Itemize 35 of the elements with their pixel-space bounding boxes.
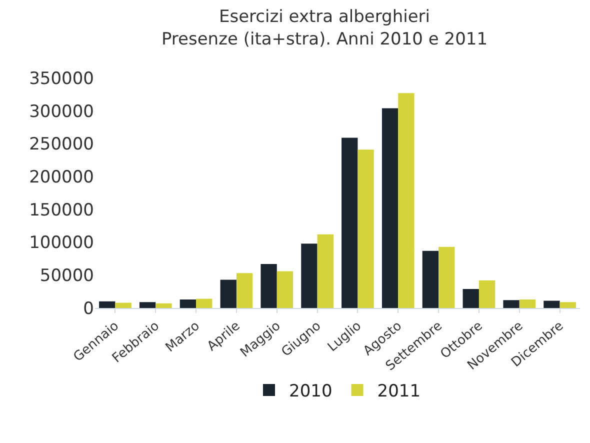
legend-label: 2011 xyxy=(377,382,421,402)
bar xyxy=(560,302,576,308)
bar xyxy=(382,108,398,308)
chart-title: Esercizi extra alberghieri Presenze (ita+stra). Anni 2010 e 2011 xyxy=(161,7,488,50)
bar xyxy=(99,301,116,308)
bar xyxy=(503,300,520,308)
y-tick-label: 50000 xyxy=(40,266,94,286)
bar xyxy=(438,246,455,308)
bar xyxy=(115,302,132,308)
bar xyxy=(519,299,536,308)
y-tick-label: 350000 xyxy=(29,68,94,89)
bar xyxy=(260,264,277,308)
bar xyxy=(220,280,236,308)
bar xyxy=(236,273,253,308)
bar xyxy=(462,288,479,308)
bar xyxy=(196,298,212,308)
y-tick-label: 200000 xyxy=(29,168,94,188)
y-tick-label: 0 xyxy=(83,298,94,319)
bar xyxy=(398,93,414,308)
bar xyxy=(139,302,156,308)
bar xyxy=(276,271,294,308)
bar xyxy=(478,280,496,308)
bar xyxy=(301,244,318,308)
bar xyxy=(342,138,358,308)
bar xyxy=(180,299,196,308)
bar xyxy=(544,300,560,308)
bar xyxy=(422,250,439,308)
y-tick-label: 300000 xyxy=(29,102,94,122)
bar xyxy=(156,303,172,308)
y-tick-label: 150000 xyxy=(29,200,94,220)
y-tick-label: 250000 xyxy=(29,134,94,155)
bar xyxy=(317,234,334,308)
y-tick-label: 100000 xyxy=(29,233,94,254)
bar xyxy=(358,150,374,308)
legend-label: 2010 xyxy=(289,382,332,402)
